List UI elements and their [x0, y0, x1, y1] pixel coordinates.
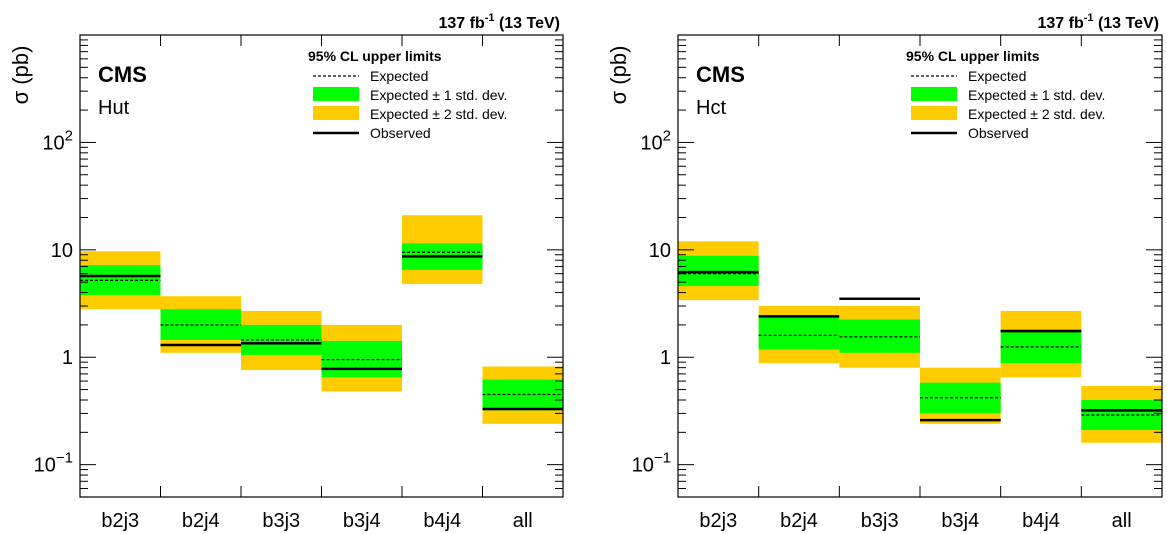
legend-1sigma-label: Expected ± 1 std. dev.	[370, 87, 507, 103]
legend-title: 95% CL upper limits	[308, 48, 442, 64]
lumi-label: 137 fb-1 (13 TeV)	[1037, 12, 1159, 32]
y-tick-label: 10−1	[632, 450, 671, 477]
x-tick-label: b3j3	[861, 510, 899, 532]
y-tick-label: 10	[649, 240, 671, 262]
y-tick-label: 102	[42, 127, 73, 154]
x-tick-label: b2j3	[101, 510, 139, 532]
y-axis-label: σ (pb)	[8, 46, 33, 105]
legend-title: 95% CL upper limits	[906, 48, 1040, 64]
legend-2sigma-swatch	[313, 106, 359, 120]
y-axis-label: σ (pb)	[606, 46, 631, 105]
experiment-label: CMS	[98, 62, 147, 87]
x-tick-label: b3j4	[343, 510, 381, 532]
experiment-label: CMS	[696, 62, 745, 87]
y-tick-label: 1	[62, 347, 73, 369]
x-tick-label: b3j3	[262, 510, 300, 532]
legend-observed-label: Observed	[370, 125, 431, 141]
band-1sigma	[758, 317, 840, 350]
y-tick-label: 10	[51, 240, 73, 262]
y-tick-label: 102	[640, 127, 671, 154]
x-tick-label: b3j4	[941, 510, 979, 532]
y-tick-label: 1	[660, 347, 671, 369]
x-tick-label: all	[1112, 510, 1132, 532]
x-tick-label: b2j4	[182, 510, 220, 532]
legend-expected-label: Expected	[968, 68, 1026, 84]
process-label: Hut	[98, 97, 130, 119]
y-tick-label: 10−1	[34, 450, 73, 477]
legend-1sigma-swatch	[313, 87, 359, 101]
legend-2sigma-swatch	[911, 106, 957, 120]
x-tick-label: b4j4	[423, 510, 461, 532]
chart-panel-hut: b2j3 b2j4 b3j3 b3j4 b4j4 all 10−1 1 10 102 σ (pb) 1…	[8, 12, 564, 532]
legend-1sigma-swatch	[911, 87, 957, 101]
legend-1sigma-label: Expected ± 1 std. dev.	[968, 87, 1105, 103]
legend-expected-label: Expected	[370, 68, 428, 84]
x-tick-label: b2j3	[699, 510, 737, 532]
band-1sigma	[839, 319, 920, 353]
chart-panel-hct: b2j3 b2j4 b3j3 b3j4 b4j4 all 10−1 1 10 102 σ (pb) 1…	[606, 12, 1163, 532]
legend-2sigma-label: Expected ± 2 std. dev.	[370, 106, 507, 122]
x-tick-label: all	[513, 510, 533, 532]
lumi-label: 137 fb-1 (13 TeV)	[438, 12, 560, 32]
x-tick-label: b2j4	[780, 510, 818, 532]
process-label: Hct	[696, 97, 726, 119]
legend-observed-label: Observed	[968, 125, 1029, 141]
x-tick-label: b4j4	[1022, 510, 1060, 532]
legend-2sigma-label: Expected ± 2 std. dev.	[968, 106, 1105, 122]
